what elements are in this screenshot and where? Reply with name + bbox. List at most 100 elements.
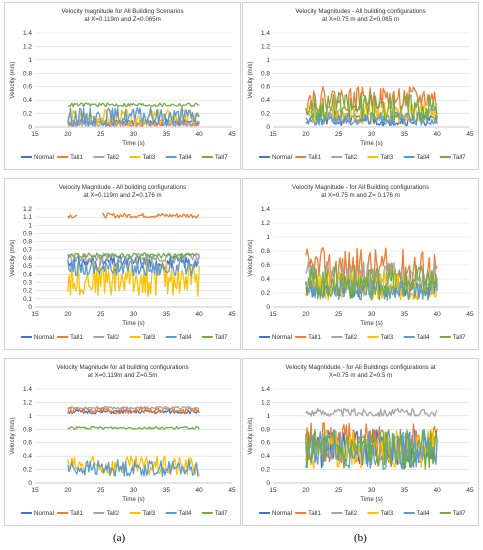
y-tick-label: 1.4	[261, 386, 270, 393]
y-tick-label: 0	[266, 124, 270, 131]
x-tick-label: 40	[196, 131, 204, 138]
series-line-tall2	[306, 409, 437, 417]
legend-label: Tall4	[179, 154, 192, 161]
y-tick-label: 1.2	[23, 43, 32, 50]
x-axis-label: Time (s)	[360, 140, 382, 147]
x-tick-label: 30	[368, 487, 376, 494]
y-tick-label: 1.1	[23, 214, 32, 221]
chart-subtitle: at X=0.119m and Z=0.176 m	[83, 192, 161, 199]
x-tick-label: 25	[97, 311, 105, 318]
x-tick-label: 45	[228, 131, 236, 138]
chart-panel-a1: Velocity magnitude for All Building Scen…	[4, 2, 241, 170]
y-tick-label: 0.9	[23, 231, 32, 238]
x-tick-label: 15	[269, 487, 277, 494]
x-tick-label: 20	[302, 487, 310, 494]
x-tick-label: 30	[130, 311, 138, 318]
chart-panel-b2: Velocity Magnitude - for All Building co…	[242, 178, 479, 350]
y-axis-label: Velocity (m/s)	[9, 239, 16, 276]
chart-subtitle: at X=0.75 m and Z=0.065 m	[322, 16, 399, 23]
y-tick-label: 0	[266, 480, 270, 487]
x-tick-label: 30	[368, 131, 376, 138]
x-tick-label: 45	[228, 311, 236, 318]
y-tick-label: 0.2	[23, 288, 32, 295]
x-tick-label: 20	[64, 311, 72, 318]
y-tick-label: 0.4	[261, 453, 270, 460]
y-tick-label: 0.6	[23, 84, 32, 91]
legend-label: Tall2	[344, 510, 357, 517]
x-tick-label: 40	[196, 311, 204, 318]
chart-subtitle: at X=0.75 m and Z= 0.176 m	[321, 192, 400, 199]
x-tick-label: 45	[466, 131, 474, 138]
x-tick-label: 25	[335, 311, 343, 318]
y-tick-label: 0.6	[261, 84, 270, 91]
legend-label: Tall3	[143, 510, 156, 517]
y-tick-label: 0.2	[23, 467, 32, 474]
legend-label: Tall7	[215, 334, 228, 341]
legend-label: Tall2	[344, 154, 357, 161]
chart-title: Velocity Magnitudes - All building confi…	[295, 8, 425, 15]
chart-title: Velocity Magntidude - for All Buildings …	[285, 364, 436, 371]
y-tick-label: 0.2	[23, 111, 32, 118]
y-tick-label: 0	[266, 304, 270, 311]
legend-label: Normal	[272, 510, 292, 517]
legend-label: Tall4	[417, 154, 430, 161]
legend-label: Tall3	[143, 334, 156, 341]
y-tick-label: 0	[28, 124, 32, 131]
legend-label: Tall7	[215, 154, 228, 161]
x-tick-label: 30	[130, 131, 138, 138]
legend-label: Tall1	[70, 510, 83, 517]
x-tick-label: 40	[434, 131, 442, 138]
x-tick-label: 20	[302, 311, 310, 318]
y-tick-label: 1.2	[261, 399, 270, 406]
y-tick-label: 0.8	[261, 248, 270, 255]
y-axis-label: Velocity (m/s)	[247, 417, 254, 454]
x-tick-label: 20	[64, 487, 72, 494]
y-tick-label: 1.4	[261, 30, 270, 37]
chart-title: Velocity magnitude for All Building Scen…	[61, 8, 183, 15]
caption-b: (b)	[354, 532, 367, 544]
x-tick-label: 15	[31, 131, 39, 138]
legend-label: Normal	[272, 154, 292, 161]
x-tick-label: 45	[466, 487, 474, 494]
y-axis-label: Velocity (m/s)	[247, 61, 254, 98]
x-tick-label: 45	[228, 487, 236, 494]
x-tick-label: 35	[401, 311, 409, 318]
legend-label: Tall1	[308, 334, 321, 341]
chart-title: Velocity Magnitude - for All Building co…	[292, 184, 429, 191]
legend-label: Tall7	[453, 334, 466, 341]
y-tick-label: 1.2	[261, 43, 270, 50]
y-tick-label: 1.2	[23, 399, 32, 406]
y-tick-label: 0.8	[261, 70, 270, 77]
legend-label: Tall1	[308, 154, 321, 161]
y-tick-label: 1.4	[23, 386, 32, 393]
y-tick-label: 0.4	[23, 453, 32, 460]
legend-label: Tall7	[453, 510, 466, 517]
legend-label: Tall2	[344, 334, 357, 341]
chart-svg: Velocity Magnitude - for All Building co…	[243, 179, 478, 349]
legend-label: Tall2	[106, 334, 119, 341]
y-tick-label: 1	[28, 413, 32, 420]
y-tick-label: 0	[28, 480, 32, 487]
y-tick-label: 0.4	[23, 271, 32, 278]
x-tick-label: 35	[401, 487, 409, 494]
y-tick-label: 0	[28, 304, 32, 311]
y-tick-label: 0.2	[261, 290, 270, 297]
y-axis-label: Velocity (m/s)	[9, 61, 16, 98]
y-tick-label: 0.4	[23, 97, 32, 104]
x-tick-label: 40	[434, 311, 442, 318]
y-tick-label: 1	[28, 222, 32, 229]
x-axis-label: Time (s)	[360, 320, 382, 327]
legend-label: Tall3	[381, 334, 394, 341]
y-tick-label: 0.8	[23, 70, 32, 77]
x-axis-label: Time (s)	[122, 320, 144, 327]
legend-label: Tall7	[453, 154, 466, 161]
x-tick-label: 20	[64, 131, 72, 138]
y-tick-label: 0.8	[23, 426, 32, 433]
x-tick-label: 40	[196, 487, 204, 494]
x-tick-label: 25	[97, 131, 105, 138]
legend-label: Tall2	[106, 154, 119, 161]
y-tick-label: 1	[266, 413, 270, 420]
legend-label: Tall1	[308, 510, 321, 517]
series-line-tall1	[68, 215, 77, 218]
x-axis-label: Time (s)	[122, 140, 144, 147]
